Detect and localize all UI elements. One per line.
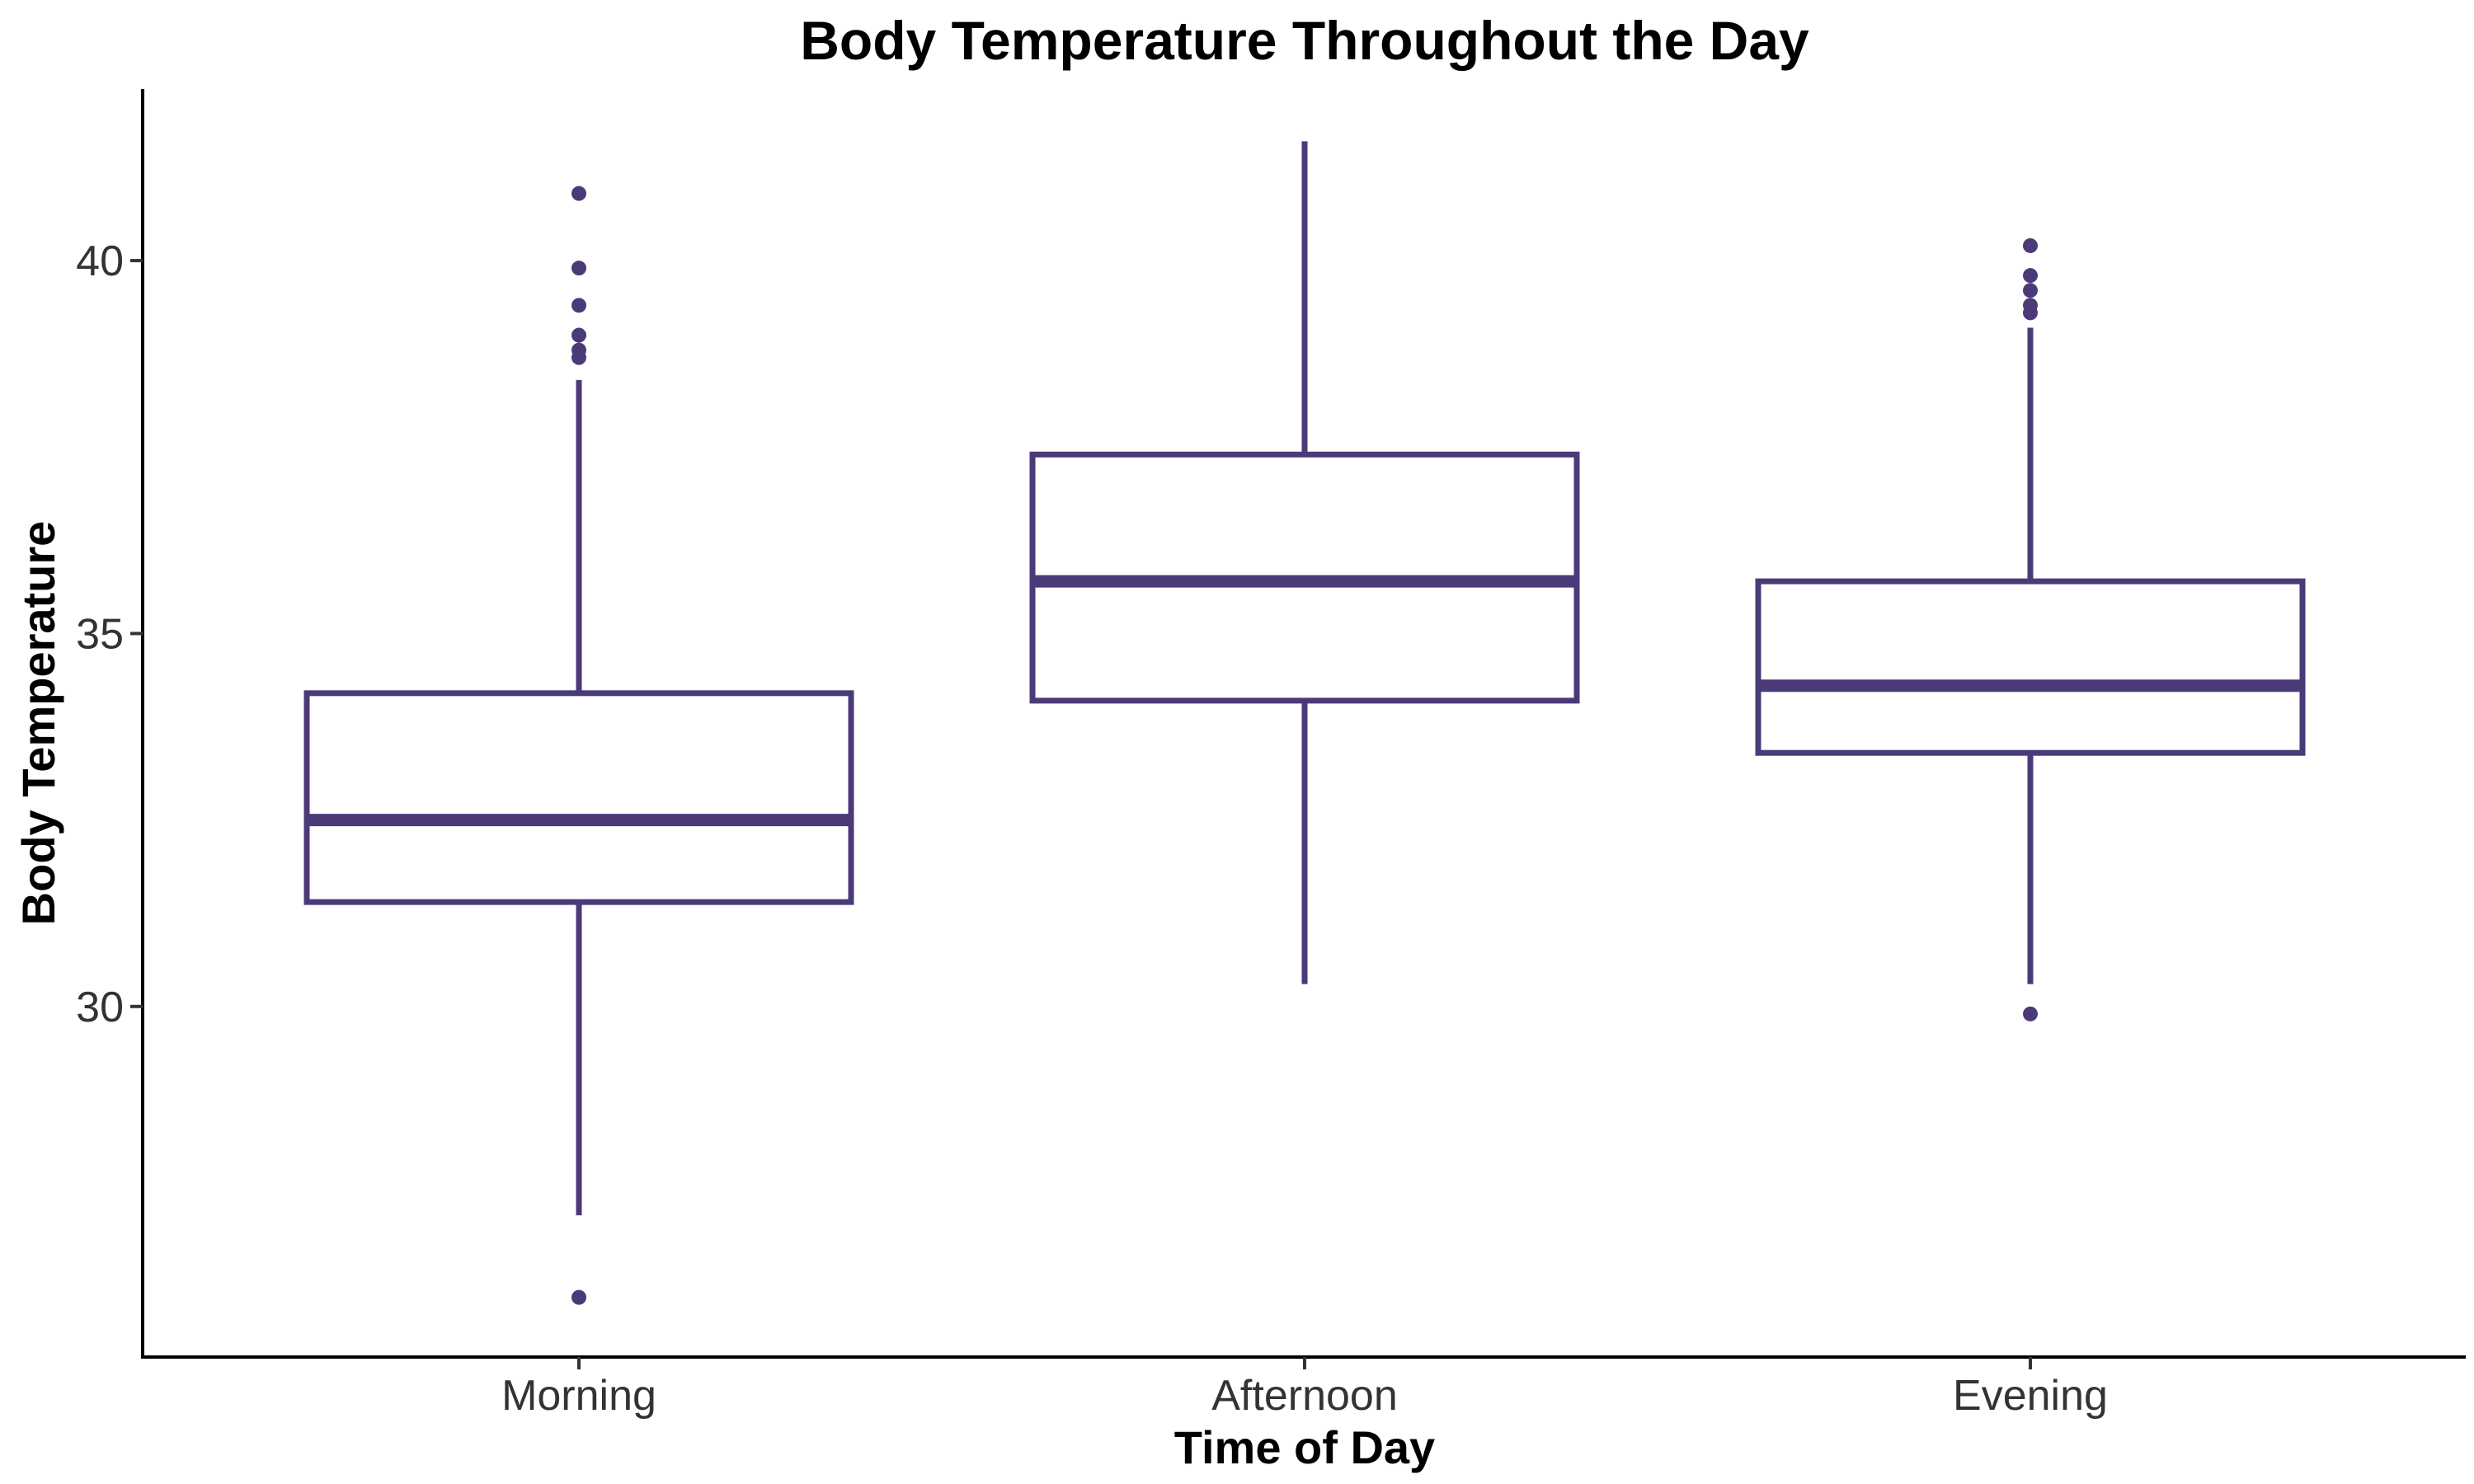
y-tick-label-30: 30 — [76, 984, 124, 1031]
outlier-point-morning-3 — [571, 327, 586, 343]
y-axis-title: Body Temperature — [12, 521, 64, 926]
x-tick-label-afternoon: Afternoon — [1211, 1372, 1398, 1420]
box-group-afternoon — [1029, 141, 1580, 984]
x-tick-label-evening: Evening — [1953, 1372, 2108, 1420]
outlier-point-evening-2 — [2023, 298, 2038, 313]
box-group-morning — [303, 186, 854, 1305]
y-tick-label-40: 40 — [76, 237, 124, 285]
outlier-point-evening-0 — [2023, 1006, 2038, 1021]
box-morning — [303, 690, 854, 905]
outlier-point-morning-4 — [571, 298, 586, 313]
plot-area — [303, 141, 2306, 1305]
outlier-point-morning-0 — [571, 1289, 586, 1305]
outlier-point-morning-5 — [571, 261, 586, 276]
outlier-point-morning-6 — [571, 186, 586, 201]
y-axis-ticks: 30 35 40 — [76, 237, 143, 1031]
outlier-point-evening-4 — [2023, 268, 2038, 284]
outlier-point-morning-2 — [571, 342, 586, 358]
y-tick-label-35: 35 — [76, 610, 124, 658]
box-group-evening — [1755, 237, 2306, 1021]
outlier-point-evening-3 — [2023, 283, 2038, 298]
x-tick-label-morning: Morning — [501, 1372, 656, 1420]
chart-title: Body Temperature Throughout the Day — [800, 10, 1809, 71]
box-evening — [1755, 578, 2306, 756]
x-axis-title: Time of Day — [1174, 1421, 1435, 1473]
x-axis-ticks: Morning Afternoon Evening — [501, 1357, 2108, 1420]
outlier-point-evening-5 — [2023, 237, 2038, 253]
